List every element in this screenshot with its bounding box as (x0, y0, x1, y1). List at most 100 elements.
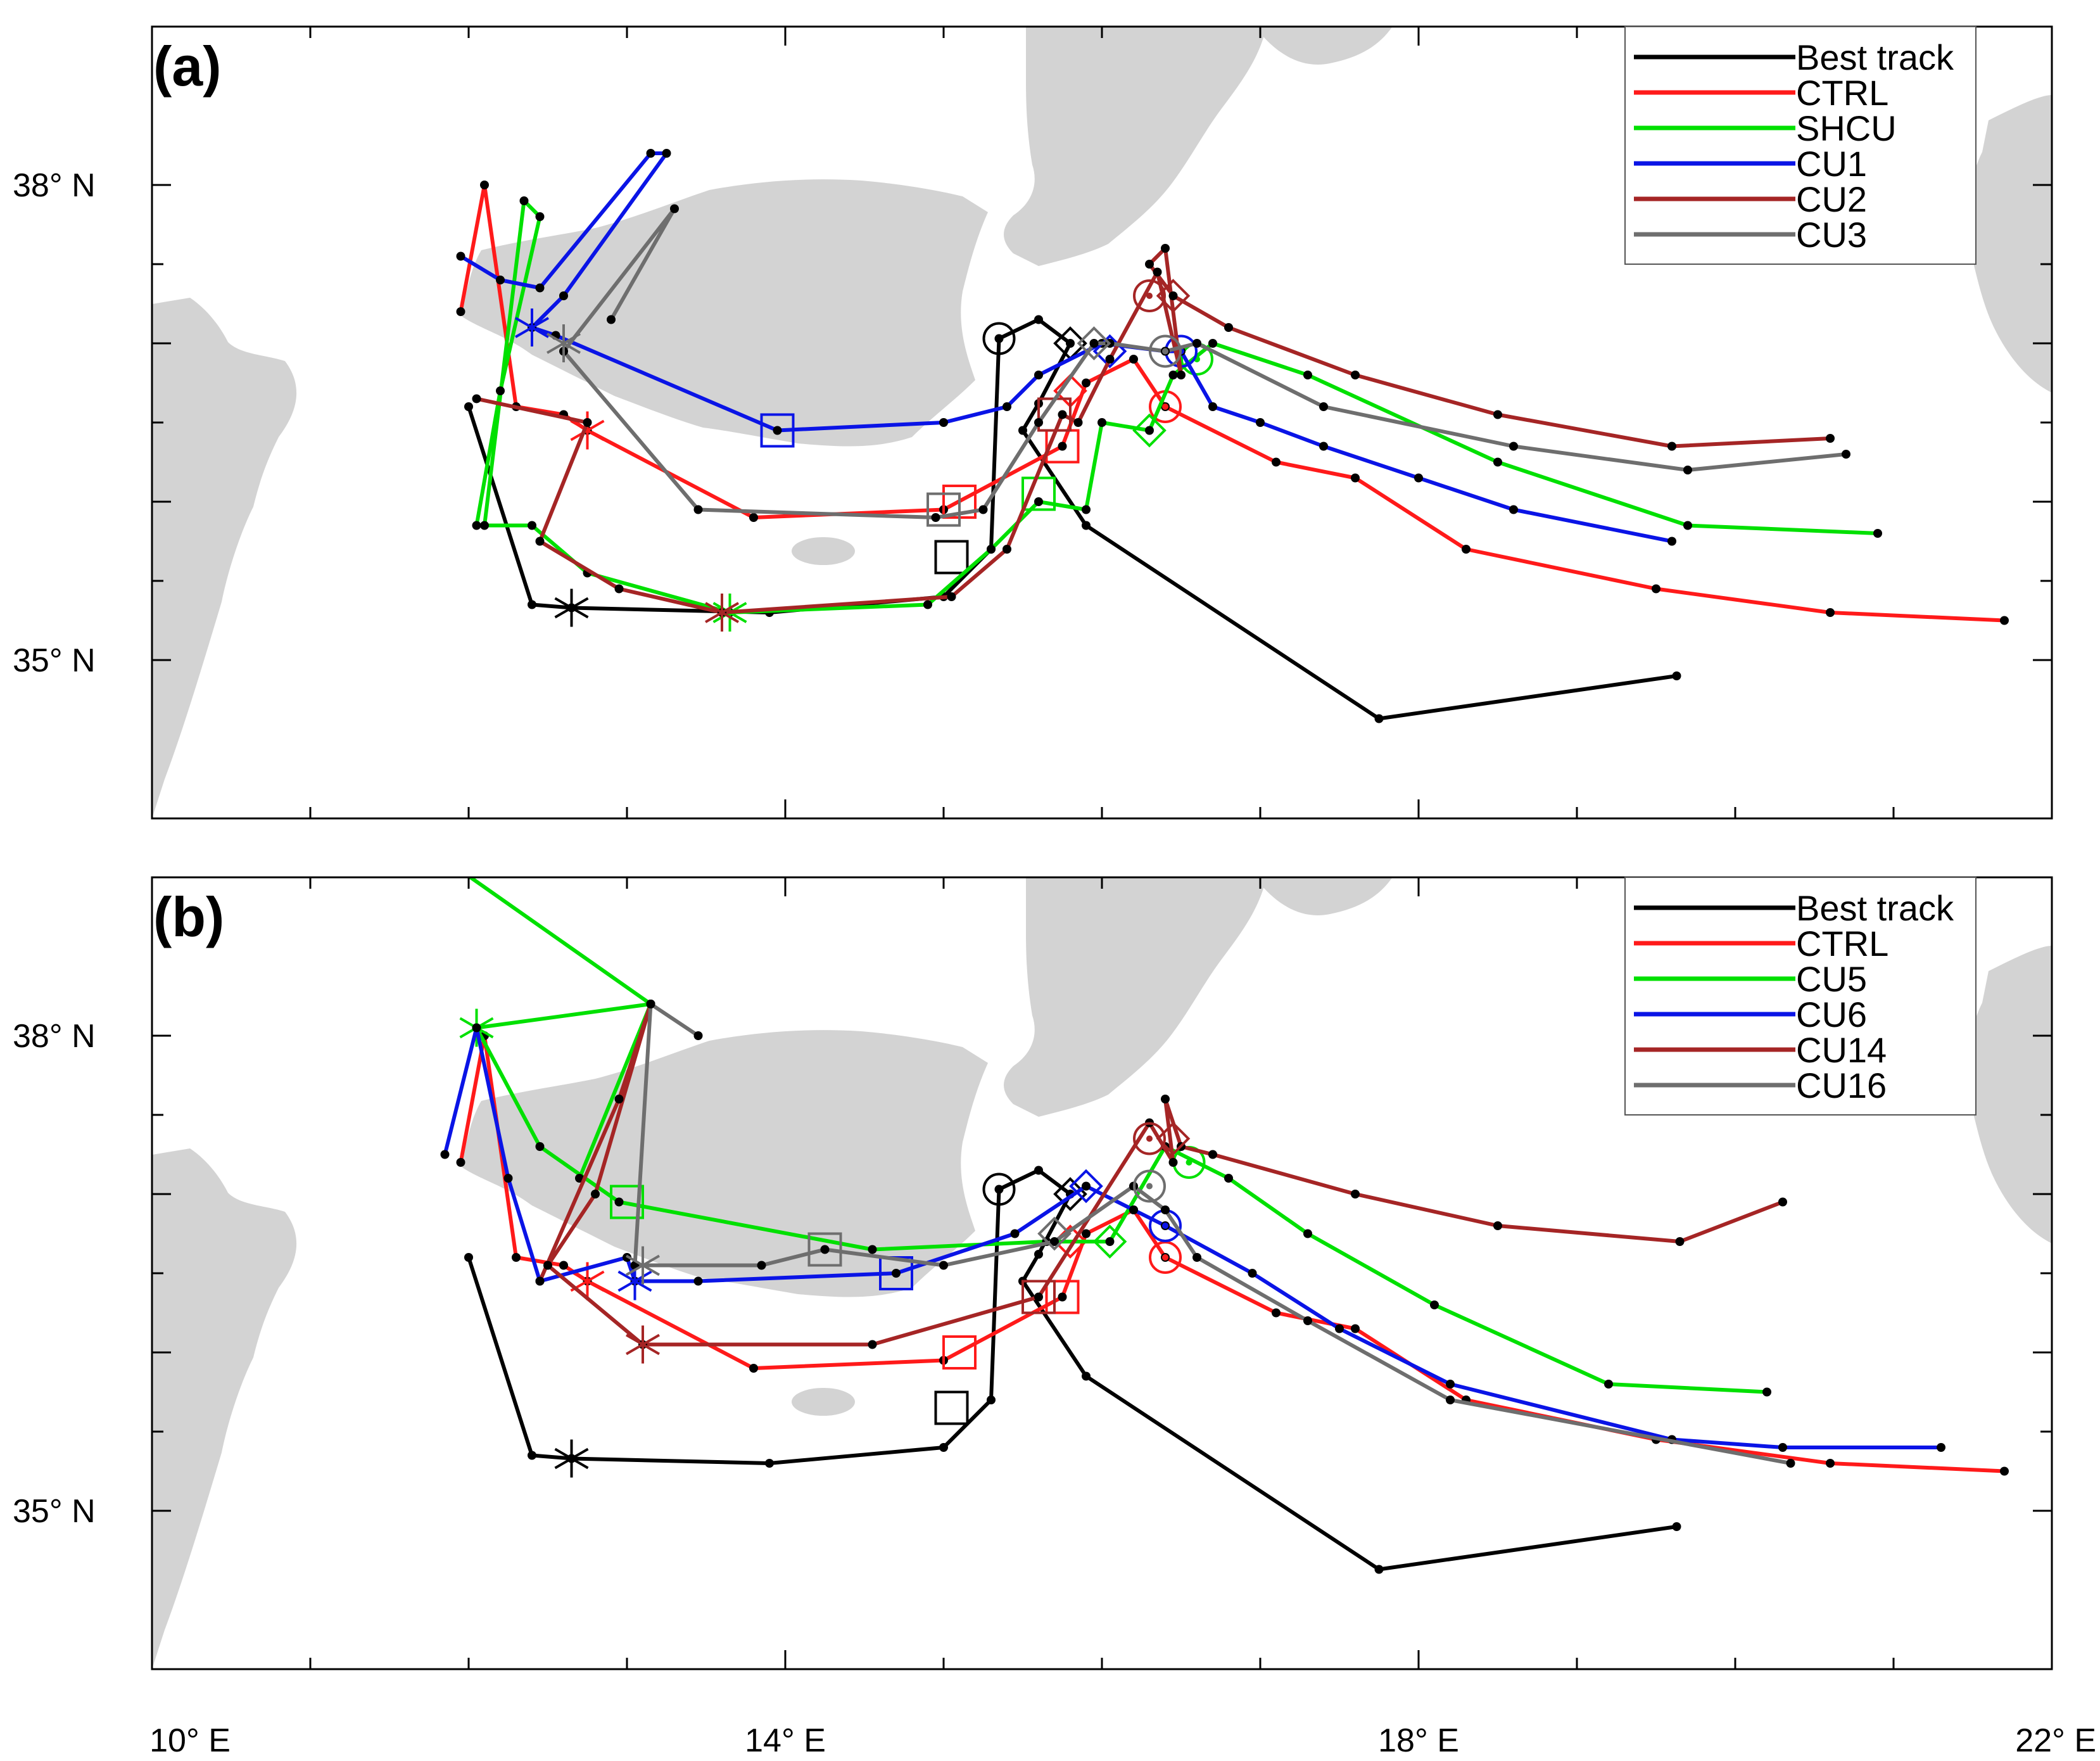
track-point (1129, 1205, 1138, 1214)
track-point (496, 276, 505, 284)
track-point (1082, 505, 1091, 514)
track-point (939, 1261, 948, 1270)
track-point (480, 521, 489, 530)
legend-label: CU16 (1796, 1065, 1887, 1105)
land-sicily (462, 1030, 988, 1297)
track-point (1168, 291, 1178, 300)
track-point (1034, 371, 1043, 379)
asterisk-stroke (554, 597, 589, 619)
legend-label: CU1 (1796, 144, 1867, 184)
track-point (591, 1190, 600, 1198)
track-point (987, 545, 996, 554)
land-sicily (462, 179, 988, 447)
track-point (472, 394, 481, 404)
track-point (1256, 418, 1265, 427)
track-point (1778, 1443, 1787, 1452)
diamond-marker (1077, 326, 1111, 360)
panel-a: 38° N 35° N (a) Best track CTRL SHCU CU1 (13, 25, 2053, 820)
track-point (1073, 418, 1083, 427)
track-line (467, 1168, 1677, 1572)
y-tick-label: 35° N (13, 642, 96, 679)
track-point (693, 1276, 703, 1286)
land-calabria (1004, 27, 1267, 266)
track-point (1374, 714, 1384, 723)
square-marker (942, 1335, 977, 1370)
legend: Best track CTRL SHCU CU1 CU2 CU3 (1624, 26, 1977, 265)
track-point (1058, 1292, 1067, 1302)
track-point (1778, 1197, 1787, 1207)
track-point (939, 418, 948, 427)
legend-label: CU2 (1796, 179, 1867, 219)
track-point (646, 1000, 655, 1008)
square-marker (807, 1232, 842, 1267)
track-cu16 (626, 1000, 1795, 1468)
asterisk-stroke (554, 1447, 589, 1470)
track-point (1683, 521, 1692, 530)
track-point (1224, 1174, 1233, 1183)
track-point (1786, 1459, 1795, 1468)
asterisk-marker (705, 594, 739, 632)
legend-entry: CTRL (1634, 924, 1888, 963)
track-point (1351, 473, 1360, 483)
track-point (670, 204, 679, 213)
track-point (1374, 1565, 1384, 1574)
track-point (1161, 1095, 1170, 1103)
legend-entry: CU5 (1634, 959, 1867, 999)
track-point (472, 521, 481, 530)
track-point (1082, 1371, 1091, 1381)
track-point (987, 1395, 996, 1404)
y-tick-label: 38° N (13, 167, 96, 204)
track-point (1303, 371, 1312, 379)
track-point (496, 386, 505, 395)
circle-marker (1133, 279, 1166, 312)
asterisk-marker (515, 308, 549, 346)
track-point (1050, 1237, 1059, 1246)
track-line (467, 877, 1768, 1394)
square-marker (1022, 476, 1056, 511)
track-point (1672, 671, 1681, 680)
land-malta (792, 537, 855, 565)
track-point (440, 1150, 450, 1159)
track-point (1066, 339, 1075, 348)
legend-box (1624, 26, 1977, 265)
y-tick-label: 35° N (13, 1493, 96, 1530)
track-point (1208, 1150, 1217, 1159)
track-point (528, 600, 536, 609)
axis-ticks: 38° N 35° N (13, 877, 2053, 1669)
track-point (1675, 1237, 1685, 1246)
track-point (1034, 418, 1043, 427)
track-point (1604, 1380, 1613, 1389)
asterisk-stroke (705, 602, 739, 623)
track-point (1826, 608, 1835, 617)
circle-marker-dot (996, 335, 1003, 342)
legend-label: CTRL (1796, 73, 1888, 113)
track-point (939, 1443, 948, 1452)
track-point (773, 426, 782, 435)
track-point (1208, 402, 1217, 411)
track-point (456, 251, 465, 261)
track-point (749, 513, 758, 522)
diamond-marker (1037, 1216, 1072, 1251)
track-point (2000, 616, 2009, 625)
square-marker (1045, 1280, 1080, 1314)
track-point (559, 1261, 568, 1270)
circle-marker-dot (1162, 1223, 1168, 1229)
track-point (1667, 537, 1676, 546)
land-tunisia (152, 1148, 297, 1669)
land-tunisia (152, 298, 297, 818)
track-point (765, 1459, 774, 1468)
land-greece (1967, 95, 2052, 393)
track-point (1003, 545, 1011, 554)
asterisk-stroke (547, 333, 581, 354)
track-point (1177, 371, 1186, 379)
tracks-layer (456, 149, 2009, 723)
track-point (583, 418, 592, 427)
x-tick-label: 10° E (149, 1722, 231, 1759)
circle-marker (1133, 1169, 1166, 1203)
track-point (1762, 1387, 1771, 1397)
circle-marker-dot (1146, 1135, 1153, 1142)
land-malta (792, 1388, 855, 1416)
land-italy-south (1255, 877, 1393, 915)
circle-marker (982, 322, 1016, 355)
track-point (535, 1276, 545, 1286)
